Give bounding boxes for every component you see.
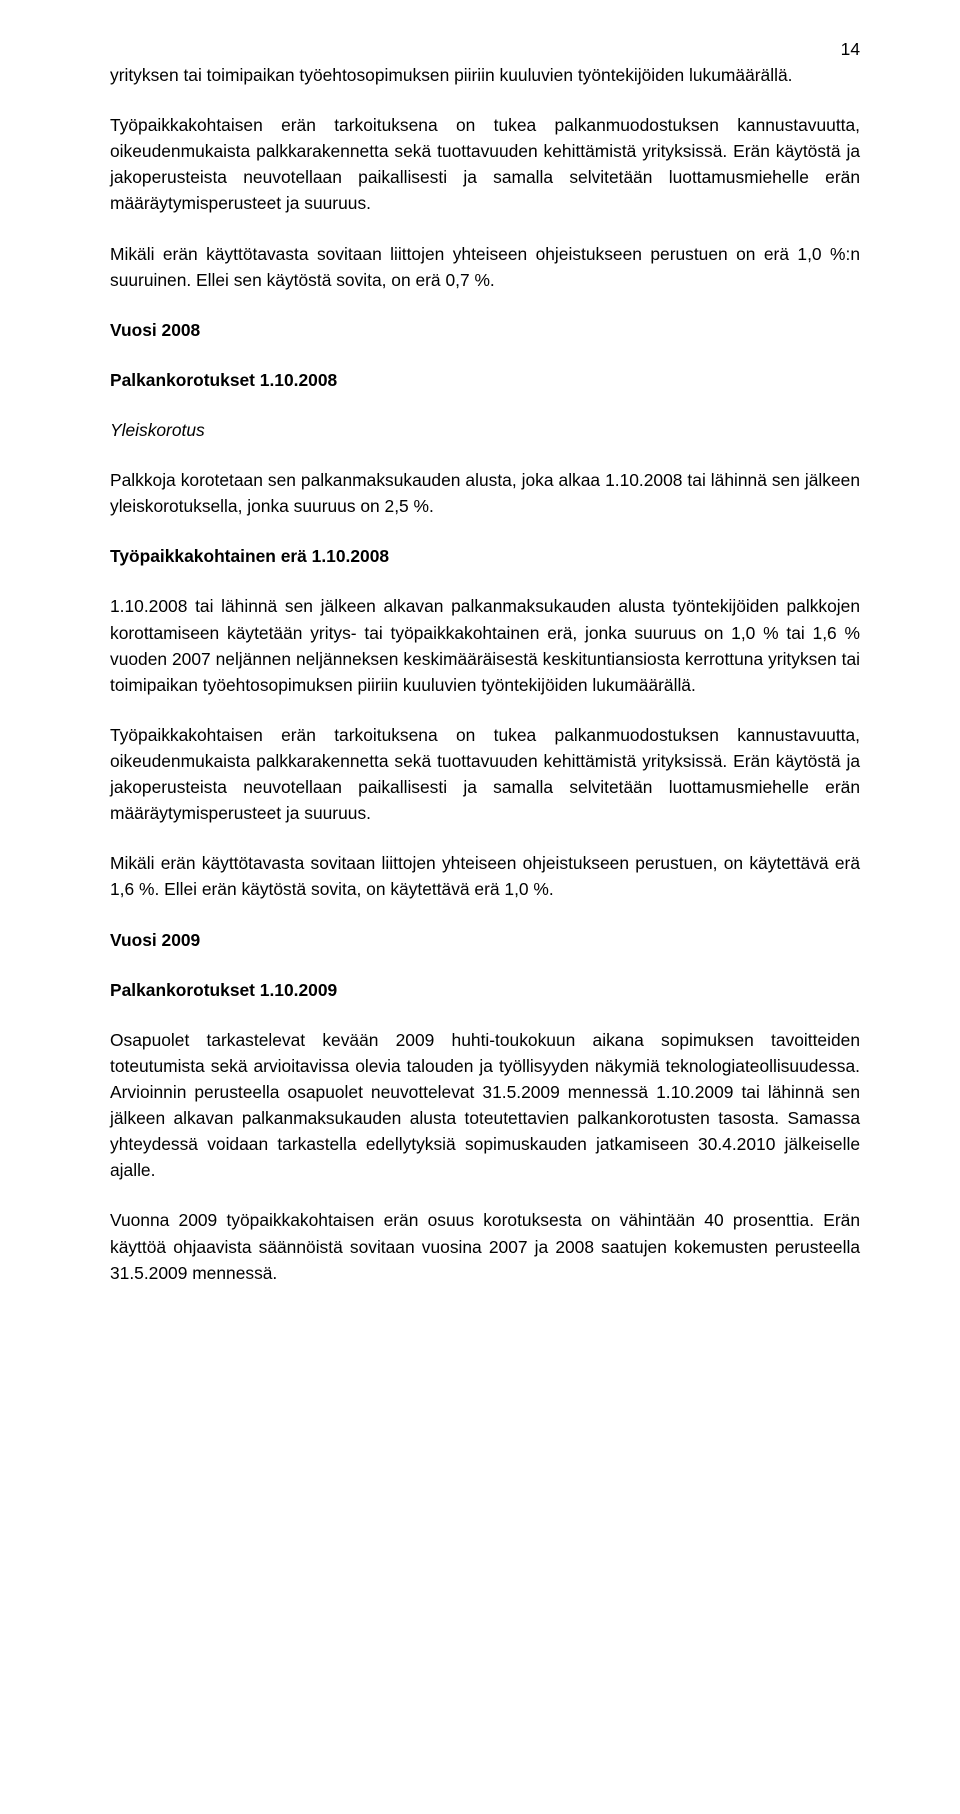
paragraph: Mikäli erän käyttötavasta sovitaan liitt… — [110, 241, 860, 293]
paragraph: Mikäli erän käyttötavasta sovitaan liitt… — [110, 850, 860, 902]
paragraph: Työpaikkakohtaisen erän tarkoituksena on… — [110, 112, 860, 216]
paragraph: 1.10.2008 tai lähinnä sen jälkeen alkava… — [110, 593, 860, 697]
paragraph: Palkkoja korotetaan sen palkanmaksukaude… — [110, 467, 860, 519]
document-page: 14 yrityksen tai toimipaikan työehtosopi… — [0, 0, 960, 1814]
heading-tyopaikkakohtainen-era: Työpaikkakohtainen erä 1.10.2008 — [110, 543, 860, 569]
page-number: 14 — [841, 36, 860, 62]
paragraph: Vuonna 2009 työpaikkakohtaisen erän osuu… — [110, 1207, 860, 1285]
heading-vuosi-2009: Vuosi 2009 — [110, 927, 860, 953]
paragraph: Osapuolet tarkastelevat kevään 2009 huht… — [110, 1027, 860, 1184]
heading-vuosi-2008: Vuosi 2008 — [110, 317, 860, 343]
heading-palkankorotukset-2009: Palkankorotukset 1.10.2009 — [110, 977, 860, 1003]
paragraph: Työpaikkakohtaisen erän tarkoituksena on… — [110, 722, 860, 826]
subheading-yleiskorotus: Yleiskorotus — [110, 417, 860, 443]
heading-palkankorotukset-2008: Palkankorotukset 1.10.2008 — [110, 367, 860, 393]
paragraph: yrityksen tai toimipaikan työehtosopimuk… — [110, 62, 860, 88]
